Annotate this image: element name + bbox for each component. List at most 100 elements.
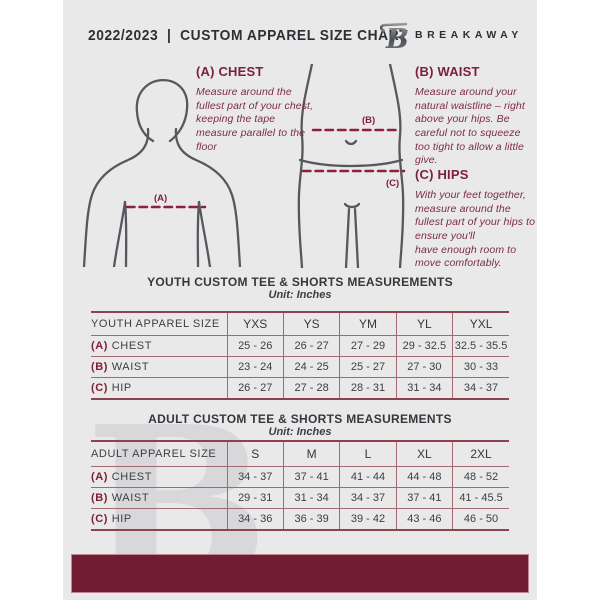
table-cell: 41 - 45.5	[452, 487, 509, 509]
waistband-curve	[298, 158, 404, 168]
table-cell: 39 - 42	[339, 508, 397, 530]
waist-marker-label: (B)	[362, 115, 375, 126]
hips-guide: (C) HIPS With your feet together, measur…	[415, 167, 537, 271]
row-prefix: (C)	[91, 513, 109, 525]
chest-guide-text: Measure around the fullest part of your …	[196, 86, 314, 153]
table-cell: 34 - 37	[452, 377, 509, 399]
table-cell: 32.5 - 35.5	[452, 335, 509, 357]
left-shoulder-arm	[82, 127, 150, 267]
right-torso-edge	[196, 200, 201, 267]
adult-size-table: ADULT APPAREL SIZE S M L XL 2XL (A) CHES…	[91, 440, 509, 531]
adult-size-xl: XL	[395, 441, 453, 467]
row-prefix: (B)	[91, 492, 109, 504]
table-cell: 44 - 48	[395, 466, 453, 488]
table-cell: 24 - 25	[282, 356, 340, 378]
table-cell: 46 - 50	[452, 508, 509, 530]
table-cell: 28 - 31	[339, 377, 397, 399]
size-chart-page: B 2022/2023 | CUSTOM APPAREL SIZE CHART …	[63, 0, 537, 600]
table-cell: 31 - 34	[395, 377, 453, 399]
table-cell: 34 - 36	[226, 508, 284, 530]
adult-size-s: S	[226, 441, 284, 467]
table-cell: 27 - 28	[282, 377, 340, 399]
adult-chest-row: (A) CHEST 34 - 37 37 - 41 41 - 44 44 - 4…	[91, 466, 509, 488]
youth-unit-label: Unit: Inches	[268, 289, 332, 301]
youth-size-table: YOUTH APPAREL SIZE YXS YS YM YL YXL (A) …	[91, 311, 509, 400]
table-cell: 48 - 52	[452, 466, 509, 488]
youth-waist-row: (B) WAIST 23 - 24 24 - 25 25 - 27 27 - 3…	[91, 356, 509, 378]
navel-mark	[344, 139, 358, 146]
row-label: HIP	[111, 382, 132, 394]
adult-size-l: L	[339, 441, 397, 467]
row-prefix: (B)	[91, 361, 109, 373]
row-prefix: (A)	[91, 340, 109, 352]
table-cell: 37 - 41	[282, 466, 340, 488]
logo-letter: B	[385, 24, 409, 52]
table-cell: 29 - 31	[226, 487, 284, 509]
table-cell: 43 - 46	[395, 508, 453, 530]
table-cell: 31 - 34	[282, 487, 340, 509]
youth-size-label: YOUTH APPAREL SIZE	[91, 312, 227, 336]
table-cell: 25 - 26	[226, 335, 284, 357]
hips-guide-text: With your feet together, measure around …	[415, 189, 536, 270]
breakaway-logo-icon: B	[379, 22, 409, 52]
table-cell: 29 - 32.5	[395, 335, 453, 357]
table-cell: 30 - 33	[452, 356, 509, 378]
left-inner-leg	[344, 207, 351, 268]
right-inner-leg	[353, 207, 360, 268]
footer-accent-bar	[71, 554, 529, 593]
adult-hip-row: (C) HIP 34 - 36 36 - 39 39 - 42 43 - 46 …	[91, 508, 509, 531]
row-label: WAIST	[111, 361, 150, 373]
row-label: CHEST	[111, 471, 153, 483]
chest-marker-label: (A)	[154, 193, 167, 204]
adult-size-2xl: 2XL	[452, 441, 509, 467]
head-outline	[135, 78, 189, 143]
table-cell: 26 - 27	[282, 335, 340, 357]
crotch-curve	[343, 202, 361, 209]
row-label: HIP	[111, 513, 132, 525]
left-inner-arm	[112, 200, 127, 267]
adult-unit-label: Unit: Inches	[268, 426, 332, 438]
right-shoulder-arm	[174, 127, 242, 267]
row-prefix: (C)	[91, 382, 109, 394]
adult-waist-row: (B) WAIST 29 - 31 31 - 34 34 - 37 37 - 4…	[91, 487, 509, 509]
youth-size-ys: YS	[282, 312, 340, 336]
youth-chest-row: (A) CHEST 25 - 26 26 - 27 27 - 29 29 - 3…	[91, 335, 509, 357]
table-cell: 37 - 41	[395, 487, 453, 509]
adult-section-title: ADULT CUSTOM TEE & SHORTS MEASUREMENTS	[148, 412, 452, 426]
row-label: WAIST	[111, 492, 150, 504]
left-torso-edge	[123, 200, 128, 267]
left-body-outline	[297, 64, 314, 268]
adult-hip-label: (C) HIP	[91, 509, 227, 531]
youth-size-yxs: YXS	[226, 312, 284, 336]
waist-hips-diagram: (B) (C)	[297, 64, 406, 268]
waist-guide-text: Measure around your natural waistline – …	[415, 86, 525, 167]
table-cell: 27 - 30	[395, 356, 453, 378]
table-cell: 34 - 37	[339, 487, 397, 509]
table-cell: 36 - 39	[282, 508, 340, 530]
youth-size-yxl: YXL	[452, 312, 509, 336]
youth-hip-label: (C) HIP	[91, 378, 227, 400]
adult-chest-label: (A) CHEST	[91, 466, 227, 488]
table-cell: 23 - 24	[226, 356, 284, 378]
youth-size-ym: YM	[339, 312, 397, 336]
right-body-outline	[388, 64, 405, 268]
youth-size-yl: YL	[395, 312, 453, 336]
page-title: 2022/2023 | CUSTOM APPAREL SIZE CHART	[88, 27, 409, 44]
chest-guide-heading: (A) CHEST	[196, 64, 264, 79]
row-label: CHEST	[111, 340, 153, 352]
table-cell: 41 - 44	[339, 466, 397, 488]
waist-guide: (B) WAIST Measure around your natural wa…	[415, 64, 537, 168]
youth-hip-row: (C) HIP 26 - 27 27 - 28 28 - 31 31 - 34 …	[91, 377, 509, 400]
hips-guide-heading: (C) HIPS	[415, 167, 469, 182]
adult-size-m: M	[282, 441, 340, 467]
table-cell: 34 - 37	[226, 466, 284, 488]
hip-marker-label: (C)	[386, 178, 399, 189]
row-prefix: (A)	[91, 471, 109, 483]
waist-guide-heading: (B) WAIST	[415, 64, 480, 79]
youth-waist-label: (B) WAIST	[91, 356, 227, 378]
chest-guide: (A) CHEST Measure around the fullest par…	[196, 64, 314, 154]
brand-name: BREAKAWAY	[415, 29, 523, 41]
table-cell: 26 - 27	[226, 377, 284, 399]
youth-section-title: YOUTH CUSTOM TEE & SHORTS MEASUREMENTS	[147, 275, 453, 289]
adult-size-label: ADULT APPAREL SIZE	[91, 441, 227, 467]
